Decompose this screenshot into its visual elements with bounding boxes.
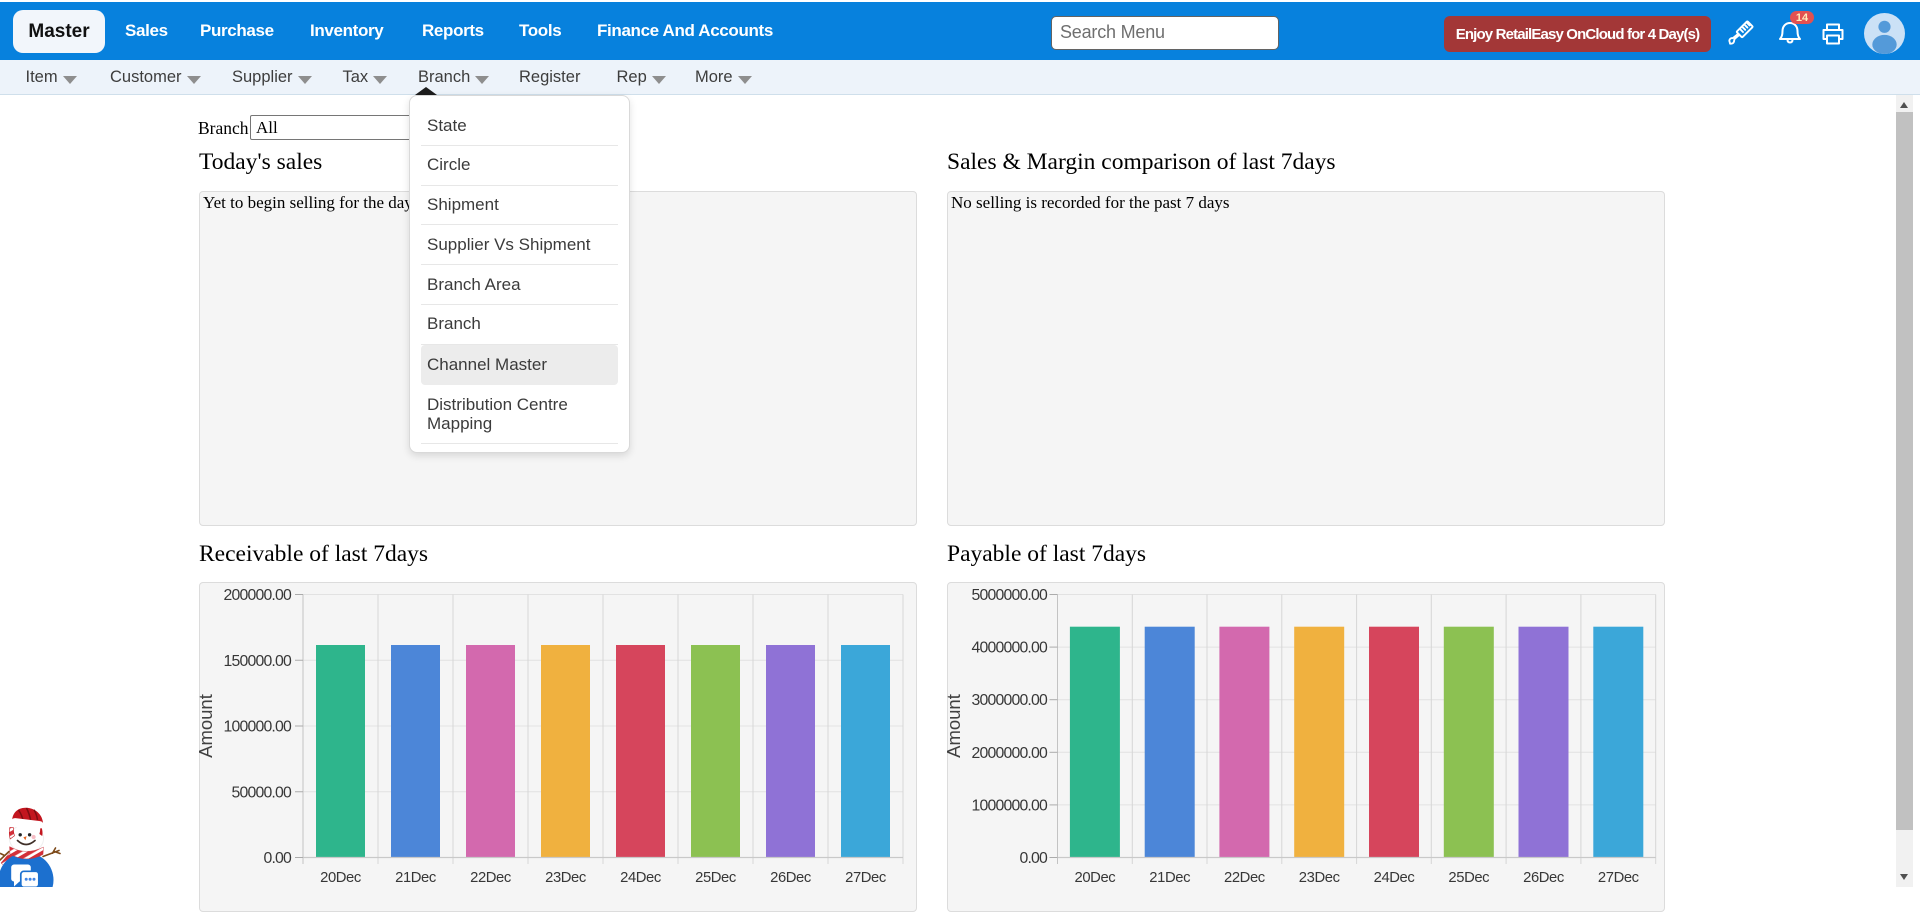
svg-text:Amount: Amount [943, 694, 964, 758]
svg-text:2000000.00: 2000000.00 [972, 745, 1048, 762]
svg-text:5000000.00: 5000000.00 [972, 587, 1048, 604]
svg-text:25Dec: 25Dec [695, 870, 737, 886]
svg-text:22Dec: 22Dec [470, 870, 512, 886]
svg-text:Amount: Amount [195, 694, 216, 758]
svg-text:100000.00: 100000.00 [224, 719, 292, 736]
svg-text:23Dec: 23Dec [1299, 870, 1341, 886]
svg-text:27Dec: 27Dec [1598, 870, 1640, 886]
svg-text:20Dec: 20Dec [320, 870, 362, 886]
svg-text:20Dec: 20Dec [1075, 870, 1117, 886]
svg-text:23Dec: 23Dec [545, 870, 587, 886]
svg-text:21Dec: 21Dec [395, 870, 437, 886]
svg-text:1000000.00: 1000000.00 [972, 797, 1048, 814]
svg-text:0.00: 0.00 [263, 850, 292, 867]
svg-text:4000000.00: 4000000.00 [972, 640, 1048, 657]
svg-text:25Dec: 25Dec [1448, 870, 1490, 886]
svg-text:27Dec: 27Dec [845, 870, 887, 886]
svg-text:24Dec: 24Dec [620, 870, 662, 886]
svg-text:21Dec: 21Dec [1149, 870, 1191, 886]
svg-text:26Dec: 26Dec [1523, 870, 1565, 886]
svg-text:150000.00: 150000.00 [224, 653, 292, 670]
svg-text:24Dec: 24Dec [1374, 870, 1416, 886]
svg-text:0.00: 0.00 [1019, 850, 1048, 867]
svg-text:50000.00: 50000.00 [232, 784, 293, 801]
svg-text:22Dec: 22Dec [1224, 870, 1266, 886]
svg-text:200000.00: 200000.00 [224, 587, 292, 604]
svg-text:26Dec: 26Dec [770, 870, 812, 886]
svg-text:3000000.00: 3000000.00 [972, 692, 1048, 709]
